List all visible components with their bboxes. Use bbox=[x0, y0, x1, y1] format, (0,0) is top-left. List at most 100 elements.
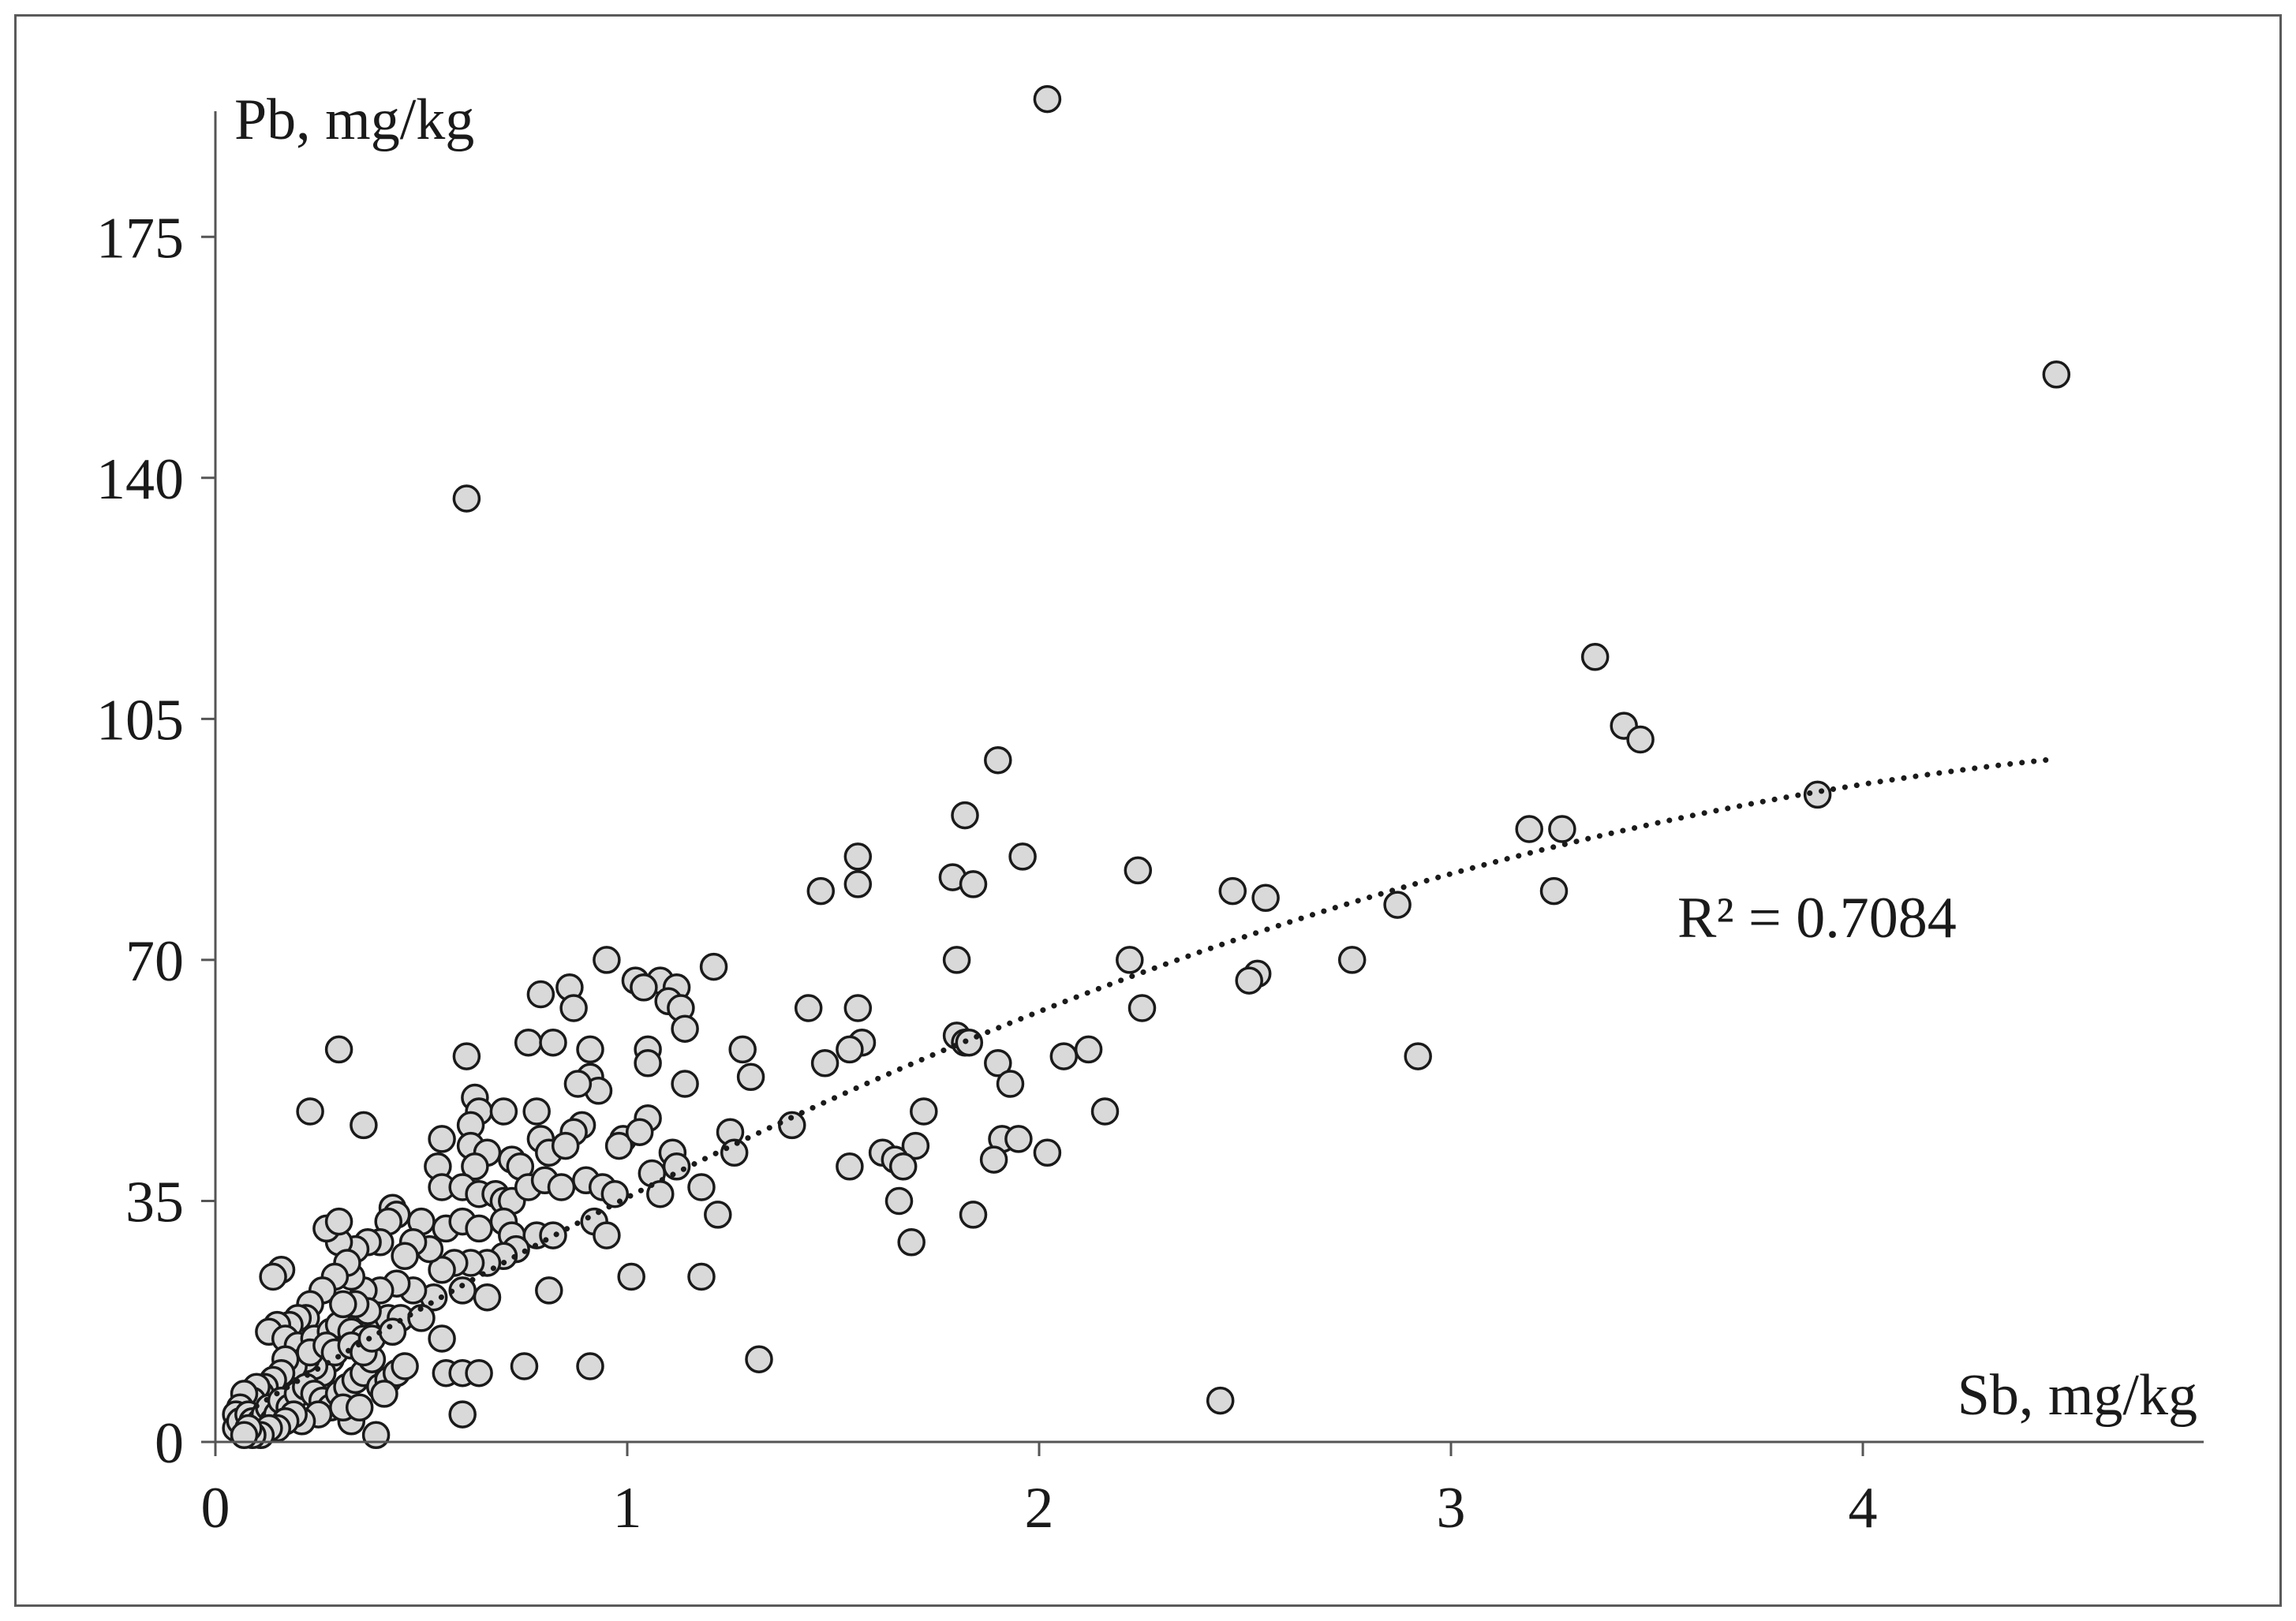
x-axis-title: Sb, mg/kg bbox=[1958, 1363, 2197, 1428]
data-point bbox=[576, 1035, 604, 1064]
data-point bbox=[662, 1152, 691, 1181]
data-point bbox=[996, 1070, 1025, 1098]
data-point bbox=[452, 484, 481, 513]
data-point bbox=[539, 1221, 567, 1249]
data-point bbox=[428, 1125, 456, 1153]
data-point bbox=[259, 1262, 287, 1291]
data-point bbox=[428, 1324, 456, 1353]
data-point bbox=[836, 1152, 864, 1181]
data-point bbox=[1539, 876, 1569, 906]
data-point bbox=[461, 1152, 489, 1181]
data-point bbox=[955, 1028, 984, 1057]
data-point bbox=[510, 1352, 539, 1380]
data-point bbox=[551, 1131, 580, 1160]
data-point bbox=[720, 1138, 749, 1167]
data-point bbox=[959, 1201, 988, 1229]
data-point bbox=[230, 1421, 259, 1450]
data-point bbox=[593, 946, 621, 974]
data-point bbox=[625, 1118, 654, 1146]
data-point bbox=[345, 1393, 374, 1422]
data-point bbox=[942, 946, 971, 974]
data-point bbox=[959, 870, 988, 898]
data-point bbox=[836, 1035, 864, 1064]
data-point bbox=[1337, 946, 1367, 974]
data-point bbox=[843, 870, 873, 898]
data-point bbox=[324, 1035, 353, 1064]
trend-line bbox=[253, 756, 2051, 1409]
data-point bbox=[671, 1070, 699, 1098]
y-tick-label: 105 bbox=[96, 688, 184, 753]
data-point bbox=[428, 1256, 456, 1284]
data-point bbox=[617, 1262, 645, 1291]
data-point bbox=[1124, 856, 1153, 885]
data-point bbox=[810, 1049, 839, 1078]
data-point bbox=[843, 842, 873, 871]
data-point bbox=[452, 1042, 481, 1070]
ticks-layer: 0 35 70 105 140 175 0 1 2 3 4 bbox=[96, 206, 1878, 1541]
points-layer bbox=[222, 84, 2071, 1450]
data-point bbox=[324, 1207, 353, 1236]
data-point bbox=[535, 1276, 563, 1305]
y-tick-label: 175 bbox=[96, 206, 184, 271]
data-point bbox=[745, 1345, 773, 1373]
data-point bbox=[1803, 780, 1832, 809]
data-point bbox=[391, 1242, 419, 1271]
data-point bbox=[361, 1421, 391, 1450]
data-point bbox=[1515, 815, 1543, 843]
data-point bbox=[1235, 966, 1263, 995]
y-tick-label: 70 bbox=[125, 929, 184, 994]
data-point bbox=[687, 1262, 716, 1291]
x-tick-label: 4 bbox=[1849, 1476, 1878, 1541]
data-point bbox=[604, 1131, 634, 1160]
data-point bbox=[473, 1283, 502, 1312]
x-tick-label: 0 bbox=[201, 1476, 230, 1541]
data-point bbox=[576, 1352, 604, 1380]
data-point bbox=[671, 1014, 699, 1043]
data-point bbox=[884, 1186, 914, 1216]
data-point bbox=[1090, 1097, 1120, 1126]
data-point bbox=[514, 1028, 543, 1057]
data-point bbox=[559, 994, 588, 1022]
x-tick-label: 2 bbox=[1025, 1476, 1054, 1541]
data-point bbox=[593, 1221, 621, 1249]
data-point bbox=[563, 1070, 593, 1098]
x-tick-label: 1 bbox=[613, 1476, 642, 1541]
data-point bbox=[1033, 1138, 1062, 1167]
data-point bbox=[600, 1179, 630, 1208]
data-point bbox=[1251, 883, 1280, 913]
data-point bbox=[465, 1214, 493, 1243]
data-point bbox=[704, 1201, 732, 1229]
data-point bbox=[407, 1304, 436, 1332]
data-point bbox=[329, 1290, 357, 1319]
data-point bbox=[910, 1097, 938, 1126]
data-point bbox=[728, 1035, 757, 1064]
chart-frame: 0 35 70 105 140 175 0 1 2 3 4 Pb, mg/kg Sb, mg/kg … bbox=[14, 14, 2282, 1607]
data-point bbox=[370, 1380, 398, 1408]
data-point bbox=[1116, 946, 1144, 974]
data-point bbox=[736, 1063, 765, 1092]
data-point bbox=[526, 980, 555, 1009]
data-point bbox=[448, 1400, 477, 1429]
data-point bbox=[888, 1152, 918, 1181]
y-tick-label: 35 bbox=[125, 1170, 184, 1234]
r-squared-annotation: R² = 0.7084 bbox=[1677, 886, 1957, 951]
data-point bbox=[1004, 1125, 1033, 1153]
data-point bbox=[699, 952, 728, 981]
data-point bbox=[630, 973, 658, 1002]
data-point bbox=[296, 1097, 324, 1126]
data-point bbox=[1127, 994, 1157, 1022]
data-point bbox=[1049, 1042, 1079, 1070]
data-point bbox=[794, 994, 823, 1022]
data-point bbox=[806, 876, 836, 906]
x-tick-label: 3 bbox=[1437, 1476, 1466, 1541]
y-tick-label: 0 bbox=[155, 1411, 184, 1476]
data-point bbox=[951, 801, 979, 830]
data-point bbox=[984, 745, 1012, 775]
data-point bbox=[1033, 84, 1062, 114]
data-point bbox=[897, 1228, 926, 1257]
data-point bbox=[539, 1028, 567, 1057]
data-point bbox=[979, 1145, 1008, 1174]
data-point bbox=[489, 1097, 518, 1126]
data-point bbox=[1008, 842, 1037, 871]
